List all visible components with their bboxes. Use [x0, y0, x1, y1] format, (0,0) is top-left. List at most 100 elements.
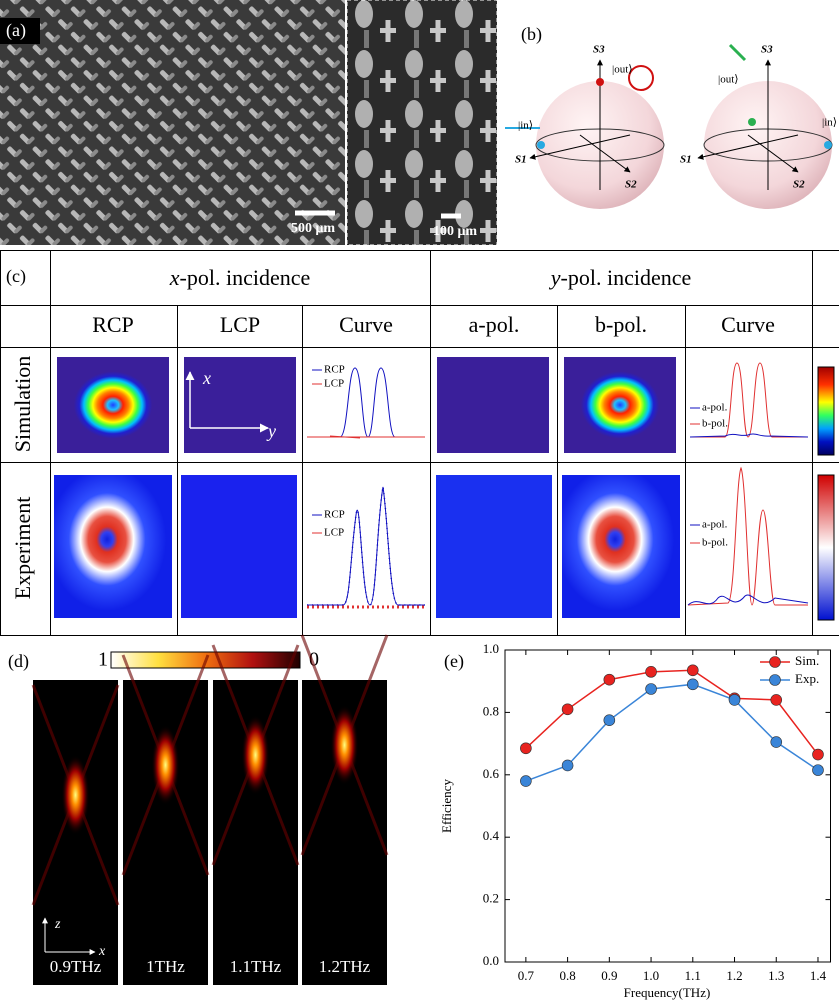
- field-map: [184, 357, 296, 453]
- polarization-icon: [730, 45, 745, 60]
- data-point: [604, 715, 615, 726]
- y-tick-label: 0.8: [483, 703, 499, 718]
- y-tick-label: 0.4: [483, 828, 500, 843]
- column-header: RCP: [92, 312, 134, 337]
- data-point: [687, 679, 698, 690]
- focus: [331, 705, 359, 785]
- data-point: [646, 666, 657, 677]
- colorbar: [818, 475, 834, 620]
- state-point: [824, 141, 832, 149]
- field-map: [436, 475, 552, 618]
- panel-b: (b) S3 S1 S2 |out⟩ |in⟩ S3 S1 S2 |out⟩ |…: [505, 24, 837, 209]
- axis-label: S2: [793, 179, 805, 191]
- scale-label: 500 μm: [291, 221, 335, 236]
- column-header: b-pol.: [595, 312, 647, 337]
- group-header: y-pol. incidence: [549, 265, 692, 290]
- legend-label: a-pol.: [702, 519, 728, 531]
- focus: [242, 715, 270, 795]
- var: y: [549, 265, 561, 290]
- state-label: |in⟩: [518, 120, 533, 132]
- legend-marker: [770, 657, 781, 668]
- field-map: [562, 475, 680, 618]
- colorbar-label: 1: [98, 649, 108, 671]
- legend-label: Exp.: [795, 671, 819, 686]
- colorbar: [818, 367, 834, 455]
- curve: [688, 595, 808, 605]
- polarization-icon: [629, 66, 653, 90]
- y-tick-label: 0.6: [483, 766, 500, 781]
- sem-image: [0, 0, 345, 245]
- frequency-label: 1.1THz: [230, 957, 282, 976]
- data-point: [646, 684, 657, 695]
- axis-label: x: [202, 368, 211, 388]
- axis-label: S1: [680, 154, 692, 166]
- text: -pol. incidence: [180, 265, 311, 290]
- data-point: [562, 704, 573, 715]
- panel-label: (e): [444, 651, 464, 672]
- text: -pol. incidence: [561, 265, 692, 290]
- curve: [307, 487, 425, 605]
- panel-label: (c): [6, 266, 26, 287]
- axis-label: y: [266, 421, 276, 441]
- curve: [307, 487, 425, 605]
- state-point: [748, 118, 756, 126]
- x-tick-label: 1.0: [643, 968, 659, 983]
- group-header: x-pol. incidence: [169, 265, 311, 290]
- body: (a) 500 μm 100 μm (b) S3 S1 S2 |out⟩ |in…: [0, 0, 839, 1003]
- x-tick-label: 0.7: [518, 968, 535, 983]
- legend-marker: [770, 675, 781, 686]
- state-label: |out⟩: [612, 64, 633, 76]
- data-point: [812, 749, 823, 760]
- axis-label: S3: [593, 44, 605, 56]
- column-header: Curve: [339, 312, 393, 337]
- panel-label: (b): [521, 24, 542, 45]
- frequency-label: 0.9THz: [50, 957, 102, 976]
- x-tick-label: 1.2: [726, 968, 742, 983]
- y-tick-label: 0.2: [483, 891, 499, 906]
- legend-label: b-pol.: [702, 537, 728, 549]
- var: x: [169, 265, 180, 290]
- frequency-label: 1THz: [146, 957, 185, 976]
- legend-label: RCP: [324, 509, 345, 521]
- data-point: [687, 665, 698, 676]
- axis-label: x: [98, 944, 106, 959]
- page: Figure {"panel_a": {"label": "(a)", "sca…: [0, 0, 839, 1003]
- column-header: a-pol.: [469, 312, 520, 337]
- data-point: [562, 760, 573, 771]
- panel-e: (e) Efficiency Frequency(THz) 0.00.20.40…: [439, 641, 831, 1000]
- data-point: [520, 776, 531, 787]
- data-point: [771, 694, 782, 705]
- row-header: Simulation: [10, 356, 35, 453]
- curve: [307, 436, 425, 438]
- y-axis-label: Efficiency: [439, 779, 454, 833]
- field-map: [57, 357, 169, 453]
- x-tick-label: 1.3: [768, 968, 784, 983]
- legend-label: RCP: [324, 364, 345, 376]
- axis-label: S1: [515, 154, 527, 166]
- legend-label: LCP: [324, 527, 344, 539]
- panel-c: (c) x-pol. incidence y-pol. incidence RC…: [0, 250, 839, 636]
- focus: [62, 755, 90, 835]
- row-header: Experiment: [10, 497, 35, 600]
- axis-label: z: [54, 917, 61, 932]
- data-point: [729, 694, 740, 705]
- state-point: [596, 78, 604, 86]
- scale-label: 100 μm: [433, 224, 477, 239]
- plot-frame: [505, 650, 831, 962]
- x-tick-label: 1.4: [810, 968, 827, 983]
- field-map: [437, 357, 549, 453]
- data-point: [771, 737, 782, 748]
- data-point: [520, 743, 531, 754]
- figure: (a) 500 μm 100 μm (b) S3 S1 S2 |out⟩ |in…: [0, 0, 839, 1003]
- y-tick-label: 1.0: [483, 641, 499, 656]
- legend-label: a-pol.: [702, 402, 728, 414]
- field-map: [564, 357, 676, 453]
- x-axis-label: Frequency(THz): [624, 985, 711, 1000]
- legend-label: b-pol.: [702, 418, 728, 430]
- sem-zoom: [347, 0, 497, 245]
- legend-label: LCP: [324, 378, 344, 390]
- column-header: LCP: [220, 312, 260, 337]
- x-tick-label: 1.1: [685, 968, 701, 983]
- axis-label: S3: [761, 44, 773, 56]
